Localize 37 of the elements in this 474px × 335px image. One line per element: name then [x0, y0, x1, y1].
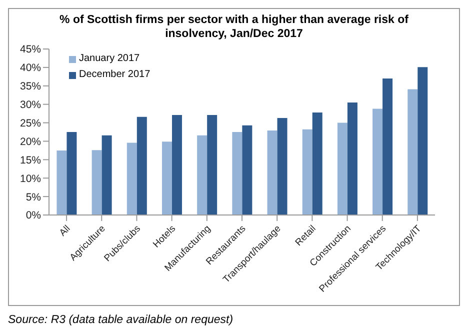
bar [408, 89, 418, 215]
legend-label: January 2017 [79, 52, 140, 66]
bar [267, 130, 278, 215]
source-note: Source: R3 (data table available on request) [8, 314, 234, 326]
bar [207, 115, 218, 215]
bar [92, 150, 102, 215]
bar [382, 78, 393, 215]
bar [66, 132, 77, 215]
chart-title: % of Scottish firms per sector with a higher than average risk of insolvency, Jan/Dec 2017 [58, 13, 410, 41]
y-tick-label: 35% [20, 80, 41, 93]
legend-label: December 2017 [79, 68, 150, 82]
y-tick-label: 45% [20, 44, 41, 56]
y-tick-label: 15% [20, 154, 41, 166]
bar [162, 142, 172, 215]
y-tick-label: 10% [20, 172, 41, 185]
bar [136, 116, 147, 215]
bar [232, 132, 242, 215]
y-tick-label: 30% [20, 99, 41, 112]
y-tick-label: 0% [26, 210, 41, 222]
bar [242, 125, 252, 215]
bar [126, 142, 137, 215]
bar [56, 150, 67, 215]
bar [337, 122, 348, 215]
y-tick-label: 20% [20, 136, 41, 148]
bar [277, 118, 288, 215]
y-tick-label: 40% [20, 62, 41, 74]
bar [372, 108, 383, 215]
bar [172, 115, 182, 215]
y-tick-label: 5% [26, 191, 41, 204]
bar [418, 67, 428, 215]
x-tick-label: All [57, 223, 73, 239]
bar [102, 135, 112, 215]
bar [197, 135, 208, 215]
y-tick-label: 25% [20, 118, 41, 130]
bar [347, 102, 358, 215]
bar [312, 112, 322, 215]
bar [302, 129, 312, 215]
